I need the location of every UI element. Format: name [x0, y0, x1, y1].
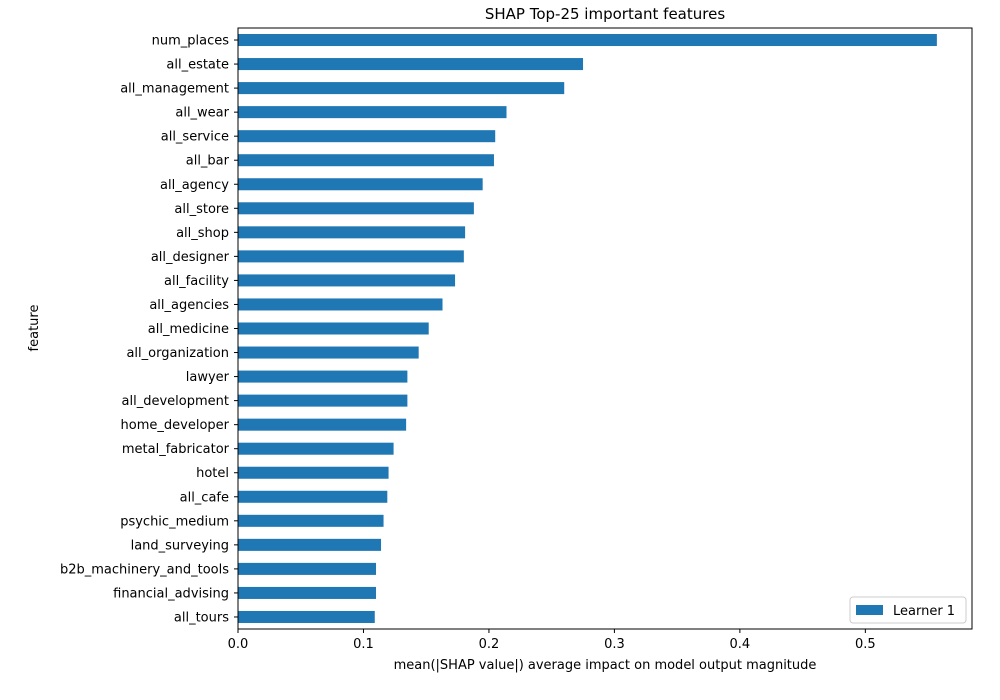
y-tick-label: all_agencies [149, 298, 229, 313]
bar-all_bar [238, 154, 494, 167]
y-tick-label: all_designer [151, 250, 230, 265]
y-tick-label: all_shop [176, 226, 229, 241]
y-tick-label: all_bar [186, 154, 230, 169]
y-tick-label: all_service [161, 130, 229, 145]
bar-land_surveying [238, 538, 382, 551]
y-tick-label: all_management [120, 82, 229, 97]
y-tick-label: home_developer [121, 418, 230, 433]
y-tick-label: all_development [122, 394, 229, 409]
legend-swatch [856, 605, 883, 615]
y-tick-label: hotel [196, 466, 229, 481]
y-tick-label: all_estate [166, 58, 229, 73]
bar-all_designer [238, 250, 464, 263]
bar-financial_advising [238, 586, 377, 599]
x-tick-label: 0.1 [353, 637, 374, 652]
bar-all_medicine [238, 322, 429, 335]
bars-group [238, 34, 937, 623]
bar-all_tours [238, 610, 375, 623]
bar-all_agencies [238, 298, 443, 311]
y-axis-label: feature [27, 305, 42, 352]
x-axis-label: mean(|SHAP value|) average impact on mod… [394, 658, 817, 673]
legend-box [849, 596, 967, 624]
x-tick-label: 0.0 [228, 637, 249, 652]
bar-all_management [238, 82, 565, 95]
y-tick-label: psychic_medium [120, 514, 229, 529]
y-tick-label: all_cafe [180, 490, 229, 505]
bar-lawyer [238, 370, 408, 383]
bar-home_developer [238, 418, 407, 431]
legend: Learner 1 [849, 596, 967, 624]
y-tick-label: all_tours [174, 610, 229, 625]
bar-all_development [238, 394, 408, 407]
bar-all_cafe [238, 490, 388, 503]
y-tick-label: lawyer [186, 370, 230, 385]
plot-frame [237, 27, 973, 630]
bar-all_service [238, 130, 496, 143]
y-axis-ticks: num_places all_estate all_management all_we… [60, 34, 238, 625]
y-tick-label: all_agency [160, 178, 229, 193]
bar-all_agency [238, 178, 483, 191]
legend-label: Learner 1 [893, 604, 955, 619]
y-tick-label: all_store [174, 202, 229, 217]
bar-psychic_medium [238, 514, 384, 527]
y-tick-label: b2b_machinery_and_tools [60, 562, 229, 577]
y-tick-label: num_places [152, 34, 230, 49]
bar-b2b_machinery_and_tools [238, 562, 377, 575]
y-tick-label: all_wear [175, 106, 229, 121]
bar-num_places [238, 34, 937, 47]
y-tick-label: all_organization [126, 346, 229, 361]
bar-all_organization [238, 346, 419, 359]
bar-metal_fabricator [238, 442, 394, 455]
y-tick-label: land_surveying [131, 538, 229, 553]
y-tick-label: financial_advising [113, 586, 229, 601]
x-axis-ticks: 0.0 0.1 0.2 0.3 0.4 0.5 [228, 629, 876, 652]
y-tick-label: metal_fabricator [122, 442, 230, 457]
bar-all_wear [238, 106, 507, 119]
chart-title: SHAP Top-25 important features [485, 5, 725, 23]
bar-all_shop [238, 226, 466, 239]
x-tick-label: 0.5 [855, 637, 876, 652]
bar-all_facility [238, 274, 456, 287]
bar-all_estate [238, 58, 584, 71]
bar-all_store [238, 202, 474, 215]
x-tick-label: 0.4 [730, 637, 751, 652]
x-tick-label: 0.3 [604, 637, 625, 652]
y-tick-label: all_medicine [148, 322, 229, 337]
x-tick-label: 0.2 [479, 637, 500, 652]
bar-hotel [238, 466, 389, 479]
y-tick-label: all_facility [164, 274, 229, 289]
